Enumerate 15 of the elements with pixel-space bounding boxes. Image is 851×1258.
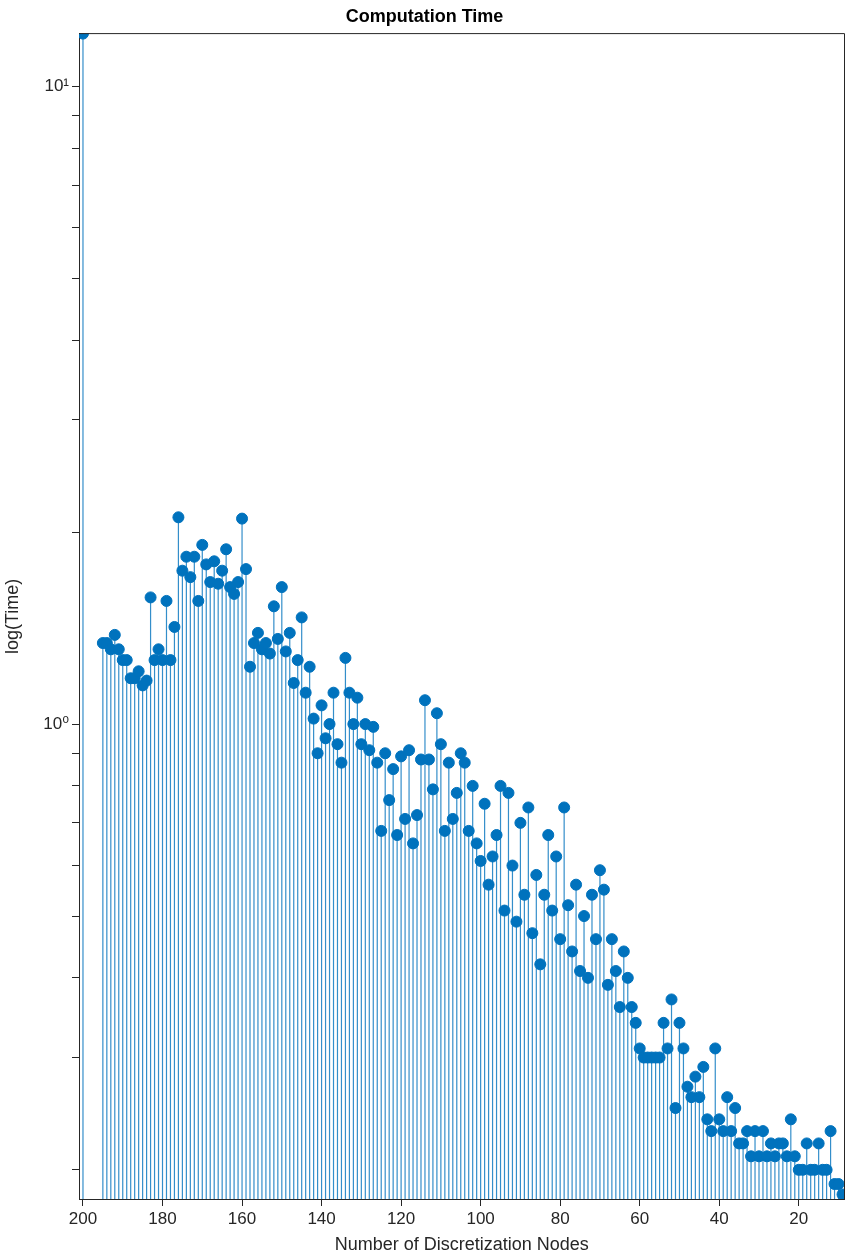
x-tick-label: 60 [630, 1208, 650, 1228]
x-tick-label: 120 [386, 1208, 416, 1228]
y-tick-label: 10¹ [44, 76, 70, 96]
chart-title: Computation Time [345, 5, 504, 26]
x-tick-label: 80 [550, 1208, 570, 1228]
y-axis-title: log(Time) [1, 578, 22, 654]
x-tick-label: 20 [789, 1208, 809, 1228]
x-tick-label: 180 [148, 1208, 177, 1228]
x-tick-label: 160 [227, 1208, 257, 1228]
x-axis-title: Number of Discretization Nodes [334, 1234, 589, 1255]
x-tick-label: 40 [709, 1208, 729, 1228]
y-tick-label: 10⁰ [43, 713, 70, 733]
x-tick-label: 100 [466, 1208, 495, 1228]
x-tick-label: 140 [307, 1208, 336, 1228]
x-tick-label: 200 [68, 1208, 98, 1228]
